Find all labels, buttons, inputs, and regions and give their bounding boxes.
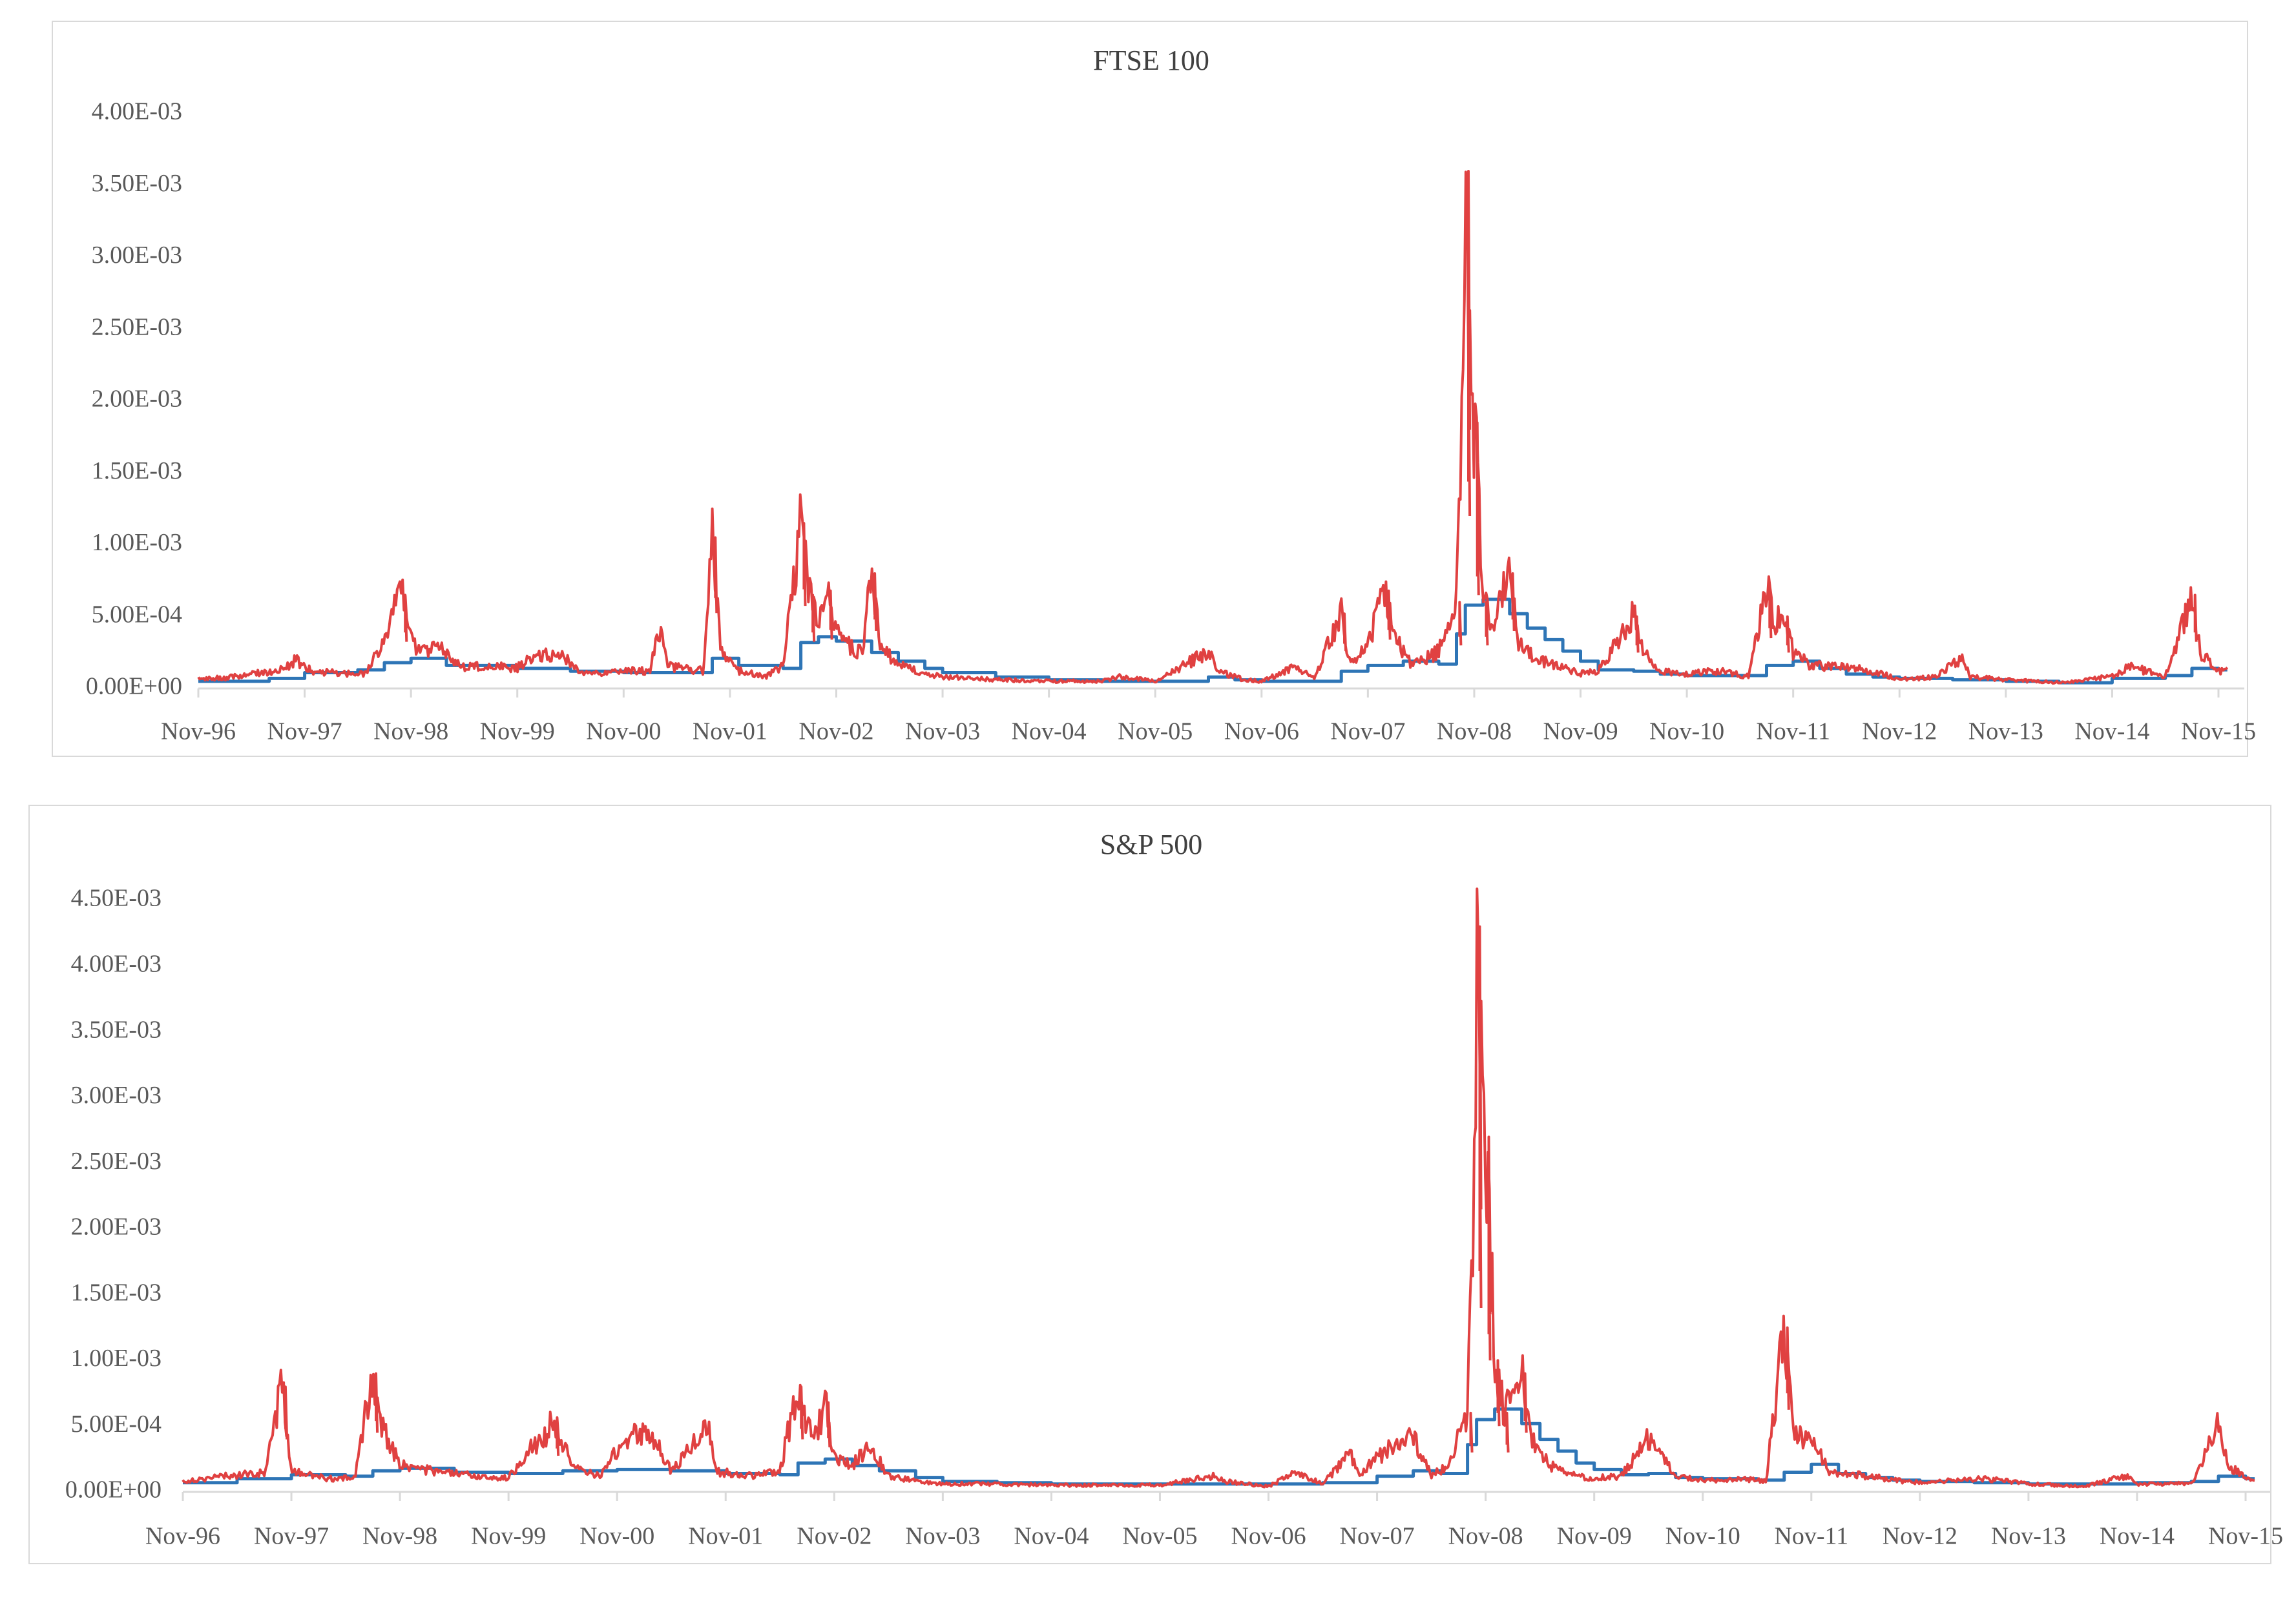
- y-tick-label: 4.00E-03: [92, 98, 182, 125]
- y-tick-label: 1.50E-03: [92, 457, 182, 484]
- chart-panel-ftse-100: FTSE 100 0.00E+00 5.00E-04 1.00E-03 1.50E-03…: [52, 21, 2256, 757]
- x-tick-label: Nov-03: [905, 1523, 980, 1550]
- chart-title: S&P 500: [1100, 829, 1203, 860]
- chart-panel-sp-500: S&P 500 0.00E+00 5.00E-04 1.00E-03 1.50E-03 2…: [28, 805, 2283, 1564]
- x-tick-label: Nov-09: [1543, 718, 1618, 745]
- x-tick-label: Nov-01: [693, 718, 767, 745]
- x-tick-label: Nov-09: [1557, 1523, 1632, 1550]
- y-tick-label: 2.00E-03: [71, 1214, 162, 1241]
- x-tick-label: Nov-07: [1340, 1523, 1415, 1550]
- x-tick-label: Nov-12: [1883, 1523, 1957, 1550]
- x-tick-label: Nov-07: [1330, 718, 1405, 745]
- x-tick-label: Nov-99: [480, 718, 555, 745]
- x-tick-label: Nov-14: [2074, 718, 2149, 745]
- x-tick-label: Nov-10: [1649, 718, 1724, 745]
- series-line-blue: [198, 597, 2228, 685]
- y-tick-label: 0.00E+00: [86, 673, 182, 700]
- x-tick-label: Nov-11: [1756, 718, 1830, 745]
- x-tick-label: Nov-04: [1014, 1523, 1089, 1550]
- x-tick-label: Nov-15: [2181, 718, 2256, 745]
- x-tick-label: Nov-01: [688, 1523, 763, 1550]
- y-tick-label: 1.00E-03: [92, 529, 182, 556]
- x-tick-label: Nov-97: [267, 718, 342, 745]
- y-tick-label: 2.50E-03: [71, 1148, 162, 1175]
- x-tick-label: Nov-08: [1437, 718, 1512, 745]
- y-tick-label: 1.00E-03: [71, 1345, 162, 1372]
- y-tick-label: 0.00E+00: [65, 1476, 162, 1504]
- x-tick-label: Nov-05: [1122, 1523, 1197, 1550]
- x-tick-label: Nov-04: [1012, 718, 1087, 745]
- x-tick-label: Nov-03: [905, 718, 980, 745]
- x-tick-label: Nov-02: [798, 718, 873, 745]
- y-tick-label: 1.50E-03: [71, 1279, 162, 1306]
- y-tick-label: 3.50E-03: [92, 170, 182, 197]
- x-tick-label: Nov-96: [161, 718, 236, 745]
- series-line-red: [197, 170, 2229, 685]
- x-tick-label: Nov-05: [1118, 718, 1193, 745]
- x-tick-label: Nov-06: [1231, 1523, 1306, 1550]
- x-tick-label: Nov-02: [797, 1523, 871, 1550]
- x-tick-label: Nov-15: [2208, 1523, 2283, 1550]
- series-line-red: [182, 887, 2255, 1489]
- y-tick-label: 3.00E-03: [92, 242, 182, 269]
- y-tick-label: 4.50E-03: [71, 885, 162, 912]
- x-tick-label: Nov-99: [471, 1523, 546, 1550]
- x-tick-label: Nov-98: [362, 1523, 437, 1550]
- ftse-100-chart: FTSE 100 0.00E+00 5.00E-04 1.00E-03 1.50E-03…: [86, 45, 2256, 745]
- y-tick-label: 2.50E-03: [92, 313, 182, 340]
- series-line-blue: [183, 1407, 2255, 1486]
- x-tick-label: Nov-00: [586, 718, 661, 745]
- y-tick-label: 2.00E-03: [92, 386, 182, 413]
- x-tick-label: Nov-97: [254, 1523, 329, 1550]
- x-tick-label: Nov-98: [373, 718, 448, 745]
- y-tick-label: 3.50E-03: [71, 1016, 162, 1043]
- y-tick-label: 3.00E-03: [71, 1082, 162, 1109]
- y-tick-label: 4.00E-03: [71, 950, 162, 977]
- x-tick-label: Nov-10: [1665, 1523, 1740, 1550]
- x-tick-label: Nov-13: [1968, 718, 2043, 745]
- x-tick-label: Nov-96: [145, 1523, 220, 1550]
- x-tick-label: Nov-13: [1991, 1523, 2066, 1550]
- x-tick-label: Nov-08: [1448, 1523, 1523, 1550]
- y-tick-label: 5.00E-04: [92, 601, 182, 628]
- sp-500-chart: S&P 500 0.00E+00 5.00E-04 1.00E-03 1.50E-03 2…: [65, 829, 2283, 1550]
- x-tick-label: Nov-12: [1862, 718, 1937, 745]
- x-tick-label: Nov-11: [1774, 1523, 1848, 1550]
- chart-title: FTSE 100: [1093, 45, 1209, 76]
- x-tick-label: Nov-00: [579, 1523, 654, 1550]
- x-tick-label: Nov-06: [1224, 718, 1299, 745]
- x-tick-label: Nov-14: [2100, 1523, 2175, 1550]
- y-tick-label: 5.00E-04: [71, 1411, 162, 1438]
